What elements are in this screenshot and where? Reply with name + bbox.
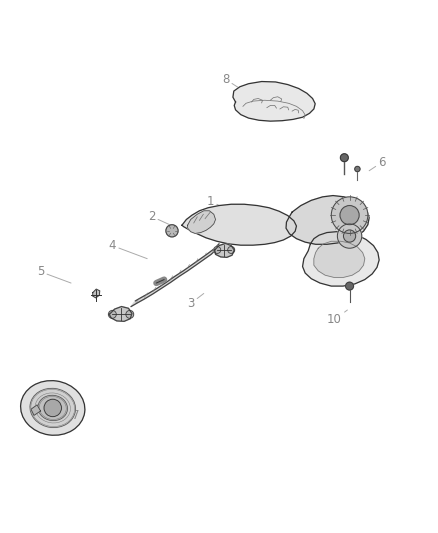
Circle shape (44, 399, 61, 417)
Text: 6: 6 (369, 156, 386, 171)
Text: 8: 8 (222, 73, 250, 94)
Ellipse shape (38, 395, 67, 421)
Circle shape (343, 230, 356, 242)
Polygon shape (93, 289, 100, 298)
Polygon shape (215, 244, 234, 257)
Polygon shape (314, 241, 365, 277)
Circle shape (340, 154, 348, 161)
Circle shape (214, 246, 221, 254)
Text: 5: 5 (37, 265, 71, 283)
Polygon shape (131, 244, 219, 306)
Text: 7: 7 (60, 408, 79, 422)
Text: 9: 9 (311, 259, 332, 274)
Polygon shape (187, 211, 215, 233)
Polygon shape (233, 82, 315, 121)
Circle shape (126, 310, 134, 318)
Circle shape (355, 166, 360, 172)
Circle shape (166, 225, 178, 237)
Ellipse shape (30, 389, 75, 427)
Polygon shape (286, 196, 369, 244)
Ellipse shape (21, 381, 85, 435)
Circle shape (109, 310, 116, 318)
Text: 2: 2 (148, 210, 176, 228)
Text: 10: 10 (327, 310, 347, 326)
Polygon shape (31, 405, 41, 415)
Circle shape (346, 282, 353, 290)
Text: 4: 4 (109, 239, 147, 259)
Circle shape (337, 224, 362, 248)
Circle shape (331, 197, 368, 233)
Polygon shape (182, 204, 297, 245)
Text: 1: 1 (207, 195, 247, 219)
Circle shape (340, 206, 359, 225)
Circle shape (228, 246, 235, 254)
Polygon shape (110, 306, 132, 321)
Text: 3: 3 (187, 294, 204, 310)
Polygon shape (303, 232, 379, 286)
